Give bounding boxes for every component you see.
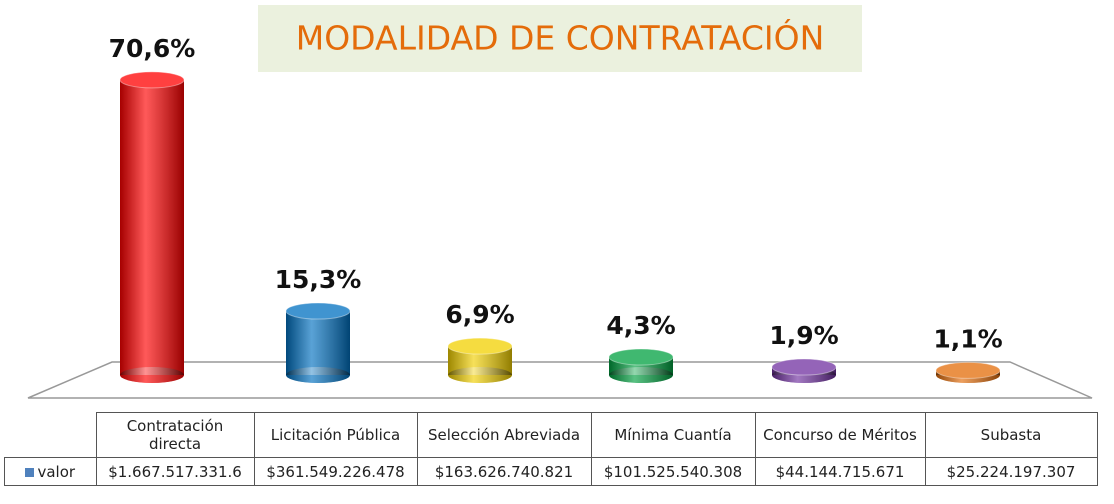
bar-top-light [609, 349, 673, 366]
bar-top [935, 361, 1001, 379]
bar-top-light [120, 71, 184, 88]
bar-top [771, 358, 837, 376]
corner [4, 412, 97, 458]
data-label: 1,9% [769, 321, 838, 350]
category-cell: Subasta [924, 412, 1098, 458]
data-label: 6,9% [445, 300, 514, 329]
bar-shade [286, 311, 350, 375]
bar-top [285, 302, 351, 320]
title-box [258, 5, 862, 72]
bar-top [447, 337, 513, 355]
category-cell: Concurso de Méritos [754, 412, 926, 458]
bar-top-light [448, 338, 512, 355]
data-label: 4,3% [606, 311, 675, 340]
value-cell: $44.144.715.671 [754, 457, 926, 486]
bar-top-light [772, 359, 836, 376]
category-cell: Selección Abreviada [416, 412, 592, 458]
data-label: 1,1% [933, 324, 1002, 353]
data-label: 15,3% [275, 265, 362, 294]
value-cell: $163.626.740.821 [416, 457, 592, 486]
floor [27, 361, 1093, 399]
legend-cell: valor [4, 457, 97, 486]
value-cell: $101.525.540.308 [590, 457, 756, 486]
bar-top-light [286, 303, 350, 320]
category-cell: Mínima Cuantía [590, 412, 756, 458]
legend-label: valor [37, 462, 76, 481]
bar-top [119, 71, 185, 89]
data-table: Contratación directa Licitación Pública Se… [4, 412, 1098, 486]
category-cell: Contratación directa [95, 412, 255, 458]
bar-top-light [936, 362, 1000, 379]
chart: MODALIDAD DE CONTRATACIÓN 70,6% 15,3% 6,9%… [27, 5, 1093, 399]
category-cell: Licitación Pública [253, 412, 418, 458]
bar-shade [120, 79, 184, 375]
chart-title: MODALIDAD DE CONTRATACIÓN [296, 18, 825, 58]
value-cell: $1.667.517.331.6 [95, 457, 255, 486]
data-label: 70,6% [109, 34, 196, 63]
bar-top [608, 348, 674, 366]
legend-swatch [25, 467, 35, 477]
value-cell: $361.549.226.478 [253, 457, 418, 486]
value-cell: $25.224.197.307 [924, 457, 1098, 486]
